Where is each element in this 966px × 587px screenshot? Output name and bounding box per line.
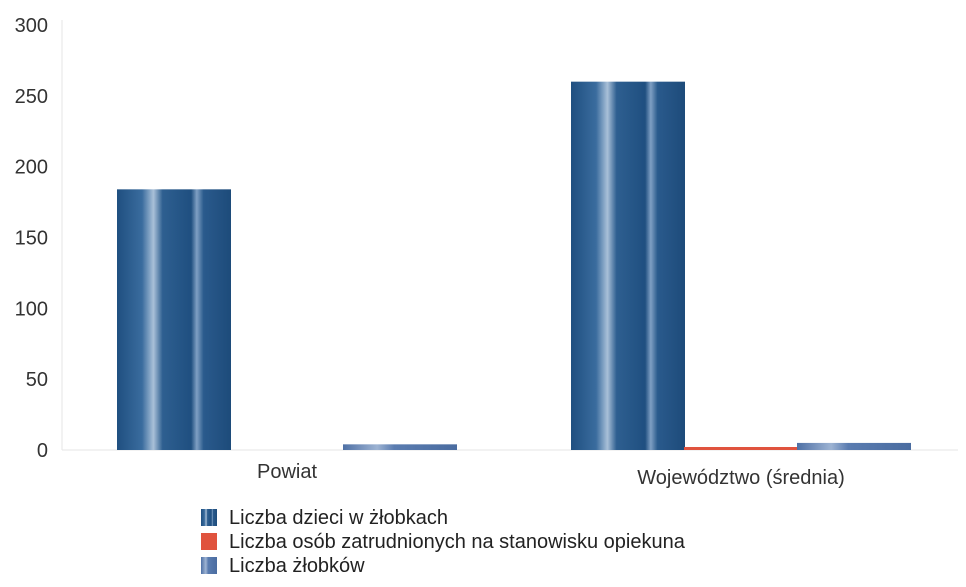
y-tick-label: 100 (15, 298, 48, 320)
y-tick-label: 200 (15, 157, 48, 179)
x-axis-labels: Powiat Województwo (średnia) (257, 461, 845, 489)
legend-swatch (201, 509, 217, 526)
legend-label: Liczba osób zatrudnionych na stanowisku … (229, 531, 686, 553)
legend-label: Liczba żłobków (229, 555, 365, 577)
y-tick-label: 50 (26, 369, 48, 391)
bar-caregivers-1 (684, 447, 798, 450)
x-tick-label: Województwo (średnia) (637, 467, 845, 489)
legend-swatch (201, 533, 217, 550)
bar-children-0 (117, 189, 231, 450)
y-tick-label: 300 (15, 15, 48, 37)
y-tick-label: 0 (37, 440, 48, 462)
x-tick-label: Powiat (257, 461, 317, 483)
legend-swatch (201, 557, 217, 574)
legend-label: Liczba dzieci w żłobkach (229, 507, 448, 529)
bar-children-1 (571, 82, 685, 450)
bar-nurseries-0 (343, 444, 457, 450)
y-tick-label: 150 (15, 228, 48, 250)
bars (117, 82, 911, 450)
y-tick-label: 250 (15, 86, 48, 108)
bar-nurseries-1 (797, 443, 911, 450)
